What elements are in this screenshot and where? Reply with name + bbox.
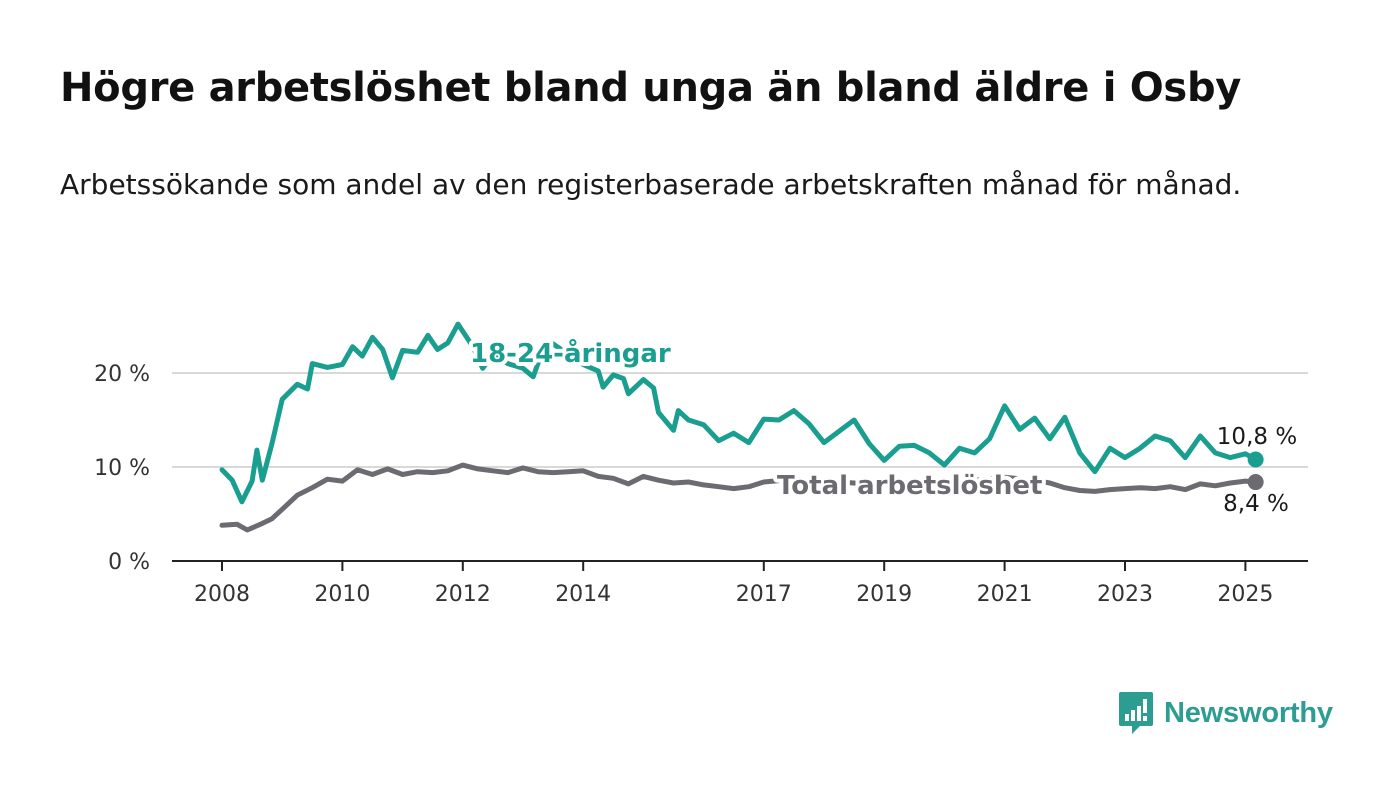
series-label-total: Total arbetslöshet bbox=[777, 471, 1042, 501]
brand-name: Newsworthy bbox=[1164, 696, 1333, 729]
series-endpoint bbox=[1247, 474, 1264, 491]
y-tick-label: 0 % bbox=[108, 550, 150, 575]
series-line bbox=[219, 321, 1259, 505]
series-label-youth: 18-24-åringar bbox=[470, 337, 671, 369]
y-tick-label: 20 % bbox=[94, 362, 150, 387]
newsworthy-logo-icon bbox=[1119, 692, 1153, 734]
newsworthy-brand[interactable]: Newsworthy bbox=[1118, 688, 1333, 738]
series-endpoint bbox=[1247, 451, 1264, 468]
x-tick-label: 2021 bbox=[977, 582, 1033, 607]
x-tick-label: 2017 bbox=[736, 582, 792, 607]
x-tick-label: 2010 bbox=[314, 582, 370, 607]
chart-title: Högre arbetslöshet bland unga än bland ä… bbox=[60, 65, 1242, 111]
series-line bbox=[219, 462, 1259, 533]
end-value-label-total: 8,4 % bbox=[1223, 491, 1289, 517]
y-tick-label: 10 % bbox=[94, 456, 150, 481]
x-tick-label: 2008 bbox=[194, 582, 250, 607]
end-value-label-youth: 10,8 % bbox=[1217, 424, 1297, 450]
x-tick-label: 2025 bbox=[1217, 582, 1273, 607]
x-tick-label: 2012 bbox=[435, 582, 491, 607]
x-tick-label: 2014 bbox=[555, 582, 611, 607]
x-tick-label: 2023 bbox=[1097, 582, 1153, 607]
x-tick-label: 2019 bbox=[856, 582, 912, 607]
chart-subtitle: Arbetssökande som andel av den registerb… bbox=[60, 168, 1242, 201]
